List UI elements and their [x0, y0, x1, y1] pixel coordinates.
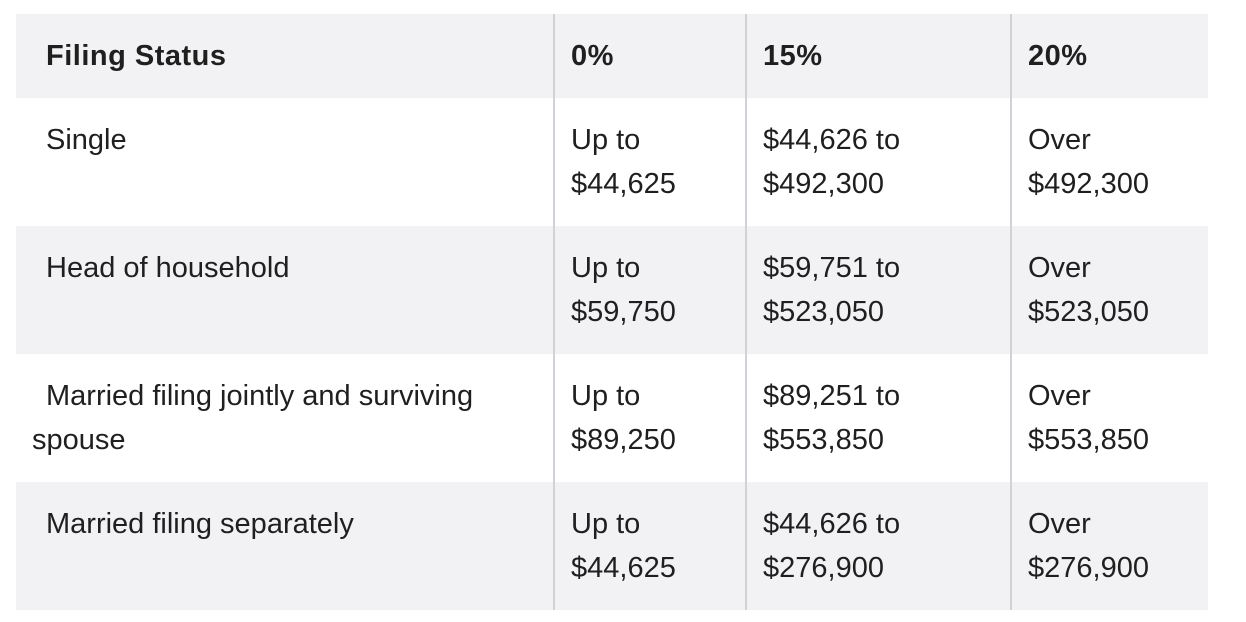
rate-0-amount: $44,625: [571, 552, 676, 584]
header-rate-0: 0%: [553, 14, 746, 98]
filing-status-cell: Married filing separately: [46, 508, 354, 540]
rate-15-cell: $89,251 to $553,850: [745, 354, 1011, 482]
rate-20-cell: Over $492,300: [1010, 98, 1208, 226]
rate-0-amount: $89,250: [571, 424, 676, 456]
rate-0-prefix: Up to: [571, 380, 641, 412]
rate-0-cell: Up to $44,625: [553, 482, 746, 610]
rate-15-from: $89,251 to: [763, 380, 901, 412]
rate-15-to: $492,300: [763, 168, 884, 200]
rate-0-prefix: Up to: [571, 252, 641, 284]
rate-20-cell: Over $276,900: [1010, 482, 1208, 610]
rate-0-cell: Up to $44,625: [553, 98, 746, 226]
rate-20-prefix: Over: [1028, 252, 1091, 284]
rate-20-amount: $553,850: [1028, 424, 1149, 456]
rate-20-amount: $276,900: [1028, 552, 1149, 584]
rate-15-from: $59,751 to: [763, 252, 901, 284]
rate-20-prefix: Over: [1028, 508, 1091, 540]
tax-rate-table-container: Filing Status 0% 15% 20% Single Up to $4…: [16, 14, 1208, 610]
rate-15-cell: $44,626 to $276,900: [745, 482, 1011, 610]
rate-15-from: $44,626 to: [763, 508, 901, 540]
header-filing-status: Filing Status: [46, 40, 227, 72]
rate-15-from: $44,626 to: [763, 124, 901, 156]
rate-0-prefix: Up to: [571, 508, 641, 540]
table-row: Married filing separately Up to $44,625 …: [16, 482, 1208, 610]
rate-15-cell: $44,626 to $492,300: [745, 98, 1011, 226]
rate-0-amount: $44,625: [571, 168, 676, 200]
rate-20-amount: $523,050: [1028, 296, 1149, 328]
filing-status-cell: Single: [46, 124, 127, 156]
table-row: Single Up to $44,625 $44,626 to $492,300…: [16, 98, 1208, 226]
rate-0-amount: $59,750: [571, 296, 676, 328]
filing-status-cell: Married filing jointly and surviving spo…: [32, 380, 474, 456]
filing-status-cell: Head of household: [46, 252, 290, 284]
capital-gains-rate-table: Filing Status 0% 15% 20% Single Up to $4…: [16, 14, 1208, 610]
rate-0-prefix: Up to: [571, 124, 641, 156]
header-rate-20: 20%: [1010, 14, 1208, 98]
rate-20-cell: Over $523,050: [1010, 226, 1208, 354]
table-row: Head of household Up to $59,750 $59,751 …: [16, 226, 1208, 354]
rate-15-cell: $59,751 to $523,050: [745, 226, 1011, 354]
rate-0-cell: Up to $59,750: [553, 226, 746, 354]
table-header-row: Filing Status 0% 15% 20%: [16, 14, 1208, 98]
rate-15-to: $276,900: [763, 552, 884, 584]
rate-20-cell: Over $553,850: [1010, 354, 1208, 482]
rate-20-prefix: Over: [1028, 124, 1091, 156]
rate-15-to: $553,850: [763, 424, 884, 456]
rate-0-cell: Up to $89,250: [553, 354, 746, 482]
table-row: Married filing jointly and surviving spo…: [16, 354, 1208, 482]
rate-15-to: $523,050: [763, 296, 884, 328]
rate-20-prefix: Over: [1028, 380, 1091, 412]
rate-20-amount: $492,300: [1028, 168, 1149, 200]
header-rate-15: 15%: [745, 14, 1011, 98]
